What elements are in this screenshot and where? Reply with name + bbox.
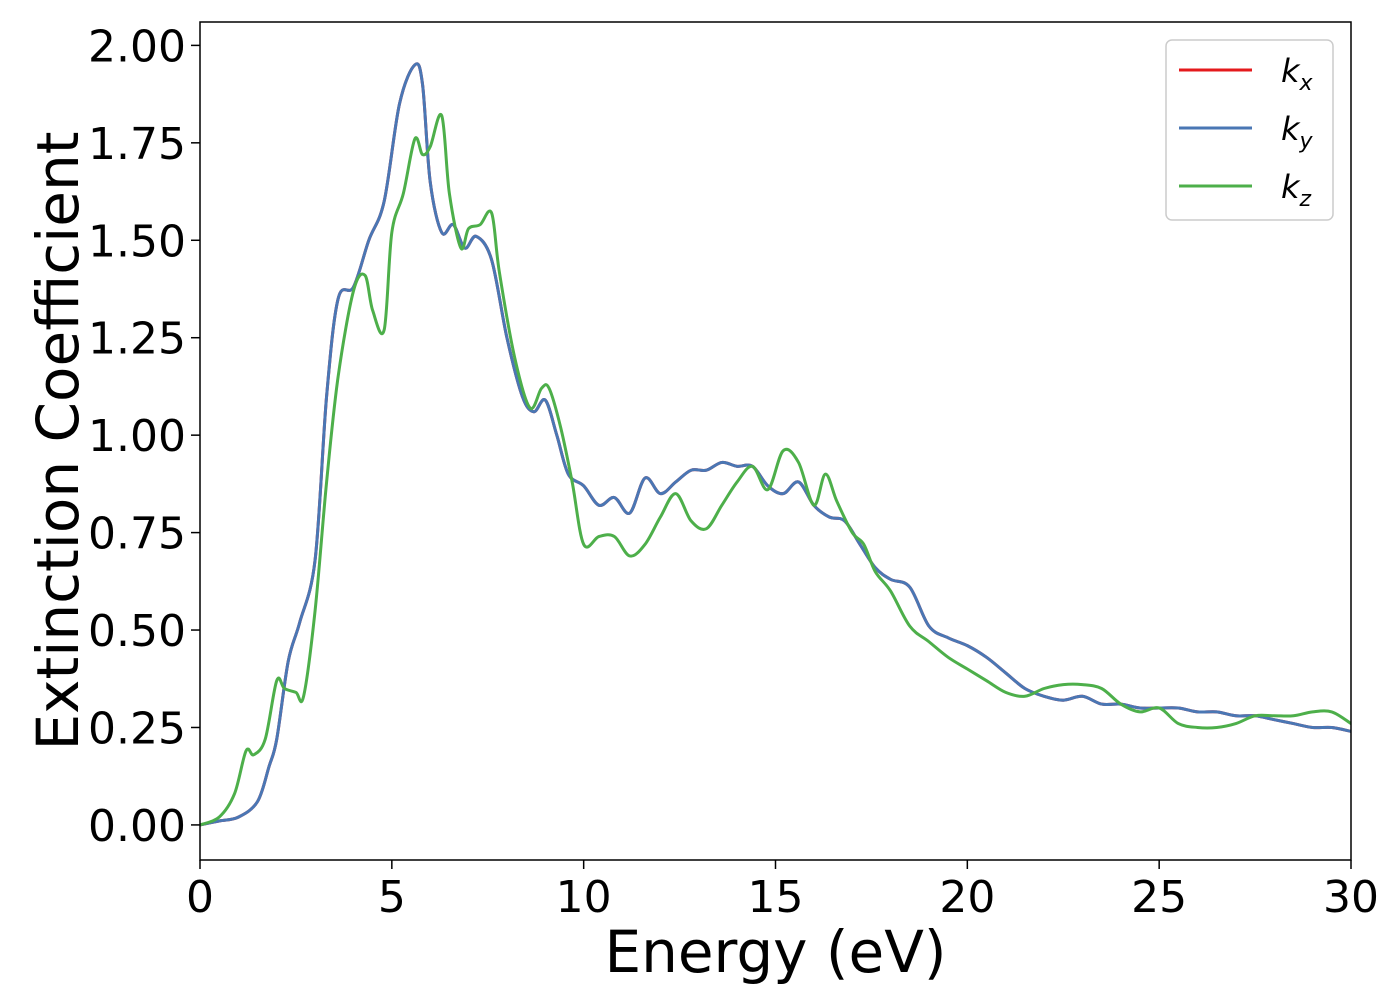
legend-label-k-x: kx — [1281, 52, 1314, 96]
x-tick-label: 25 — [1131, 872, 1187, 923]
y-tick-label: 0.50 — [88, 606, 186, 657]
y-tick-label: 0.25 — [88, 703, 186, 754]
y-tick-label: 0.75 — [88, 509, 186, 560]
x-axis-ticks: 0 5 10 15 20 25 30 — [186, 860, 1379, 923]
y-tick-label: 1.25 — [88, 314, 186, 365]
y-axis-ticks: 0.00 0.25 0.50 0.75 1.00 1.25 1.50 1.75 2.00 — [88, 21, 200, 852]
x-axis-title: Energy (eV) — [604, 918, 946, 986]
x-tick-label: 10 — [556, 872, 612, 923]
x-tick-label: 5 — [378, 872, 406, 923]
y-tick-label: 1.75 — [88, 119, 186, 170]
y-tick-label: 2.00 — [88, 21, 186, 72]
series-line-k-z — [200, 112, 1351, 827]
y-tick-label: 0.00 — [88, 801, 186, 852]
legend-label-base: k — [1281, 168, 1301, 206]
y-tick-label: 1.50 — [88, 216, 186, 267]
legend-label-k-y: ky — [1281, 110, 1314, 154]
x-tick-label: 30 — [1323, 872, 1379, 923]
legend-label-base: k — [1281, 52, 1301, 90]
legend-label-subscript: z — [1299, 187, 1312, 212]
series-line-k-y — [200, 62, 1351, 827]
legend-box — [1165, 39, 1334, 221]
plot-lines — [200, 62, 1351, 827]
legend-label-subscript: y — [1299, 129, 1314, 154]
x-tick-label: 15 — [748, 872, 804, 923]
y-tick-label: 1.00 — [88, 411, 186, 462]
y-axis-title: Extinction Coefficient — [24, 132, 92, 751]
legend-label-base: k — [1281, 110, 1301, 148]
legend-label-k-z: kz — [1281, 168, 1312, 212]
x-tick-label: 0 — [186, 872, 214, 923]
x-tick-label: 20 — [939, 872, 995, 923]
legend-label-subscript: x — [1299, 71, 1314, 96]
